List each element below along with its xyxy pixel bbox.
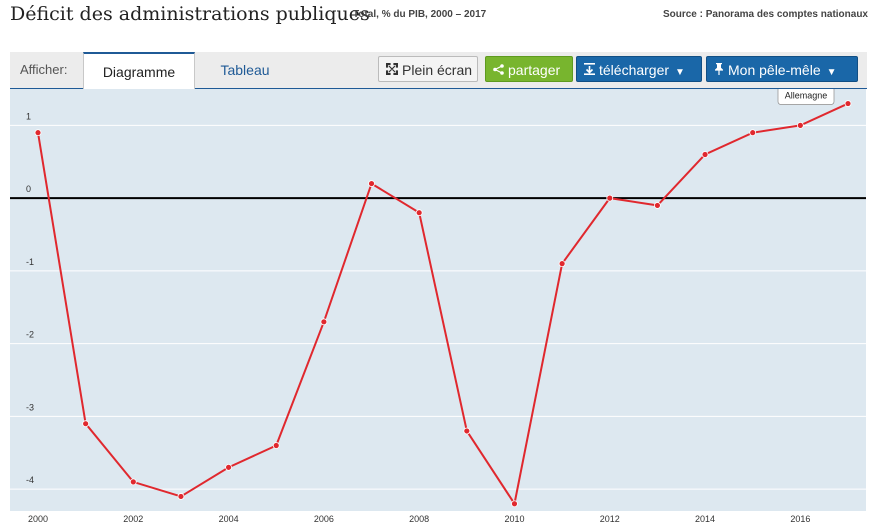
tab-chart[interactable]: Diagramme bbox=[83, 52, 195, 89]
expand-icon bbox=[385, 57, 399, 83]
data-point bbox=[225, 463, 232, 471]
x-tick-label: 2010 bbox=[504, 514, 524, 524]
x-tick-label: 2000 bbox=[28, 514, 48, 524]
tooltip-box bbox=[777, 89, 835, 105]
data-point bbox=[34, 129, 42, 137]
x-tick-label: 2002 bbox=[123, 514, 143, 524]
data-point bbox=[606, 194, 614, 202]
data-point bbox=[511, 500, 518, 508]
tooltip-label: Allemagne bbox=[785, 91, 828, 101]
x-tick-label: 2014 bbox=[695, 514, 715, 524]
download-label: télécharger bbox=[599, 62, 670, 78]
x-tick-label: 2012 bbox=[600, 514, 620, 524]
y-tick-label: 1 bbox=[26, 111, 31, 121]
y-tick-label: -4 bbox=[26, 475, 34, 485]
data-point bbox=[749, 129, 757, 137]
data-point bbox=[320, 318, 328, 326]
y-tick-label: -1 bbox=[26, 257, 34, 267]
y-axis-ticks: 1 0 -1 -2 -3 -4 bbox=[26, 111, 34, 485]
data-point bbox=[415, 209, 423, 217]
tab-table[interactable]: Tableau bbox=[220, 62, 270, 78]
y-tick-label: -3 bbox=[26, 402, 34, 412]
source-note: Source : Panorama des comptes nationaux bbox=[662, 9, 868, 20]
tooltip: Allemagne bbox=[777, 89, 835, 105]
share-button[interactable]: partager bbox=[485, 56, 573, 82]
page-title: Déficit des administrations publiques bbox=[10, 3, 370, 25]
download-button[interactable]: télécharger ▼ bbox=[576, 56, 702, 82]
display-label: Afficher: bbox=[20, 62, 68, 77]
view-toolbar: Afficher: Diagramme Tableau Plein écran … bbox=[10, 52, 867, 89]
data-point bbox=[272, 442, 280, 449]
data-point bbox=[844, 100, 852, 107]
data-point bbox=[558, 260, 566, 268]
x-tick-label: 2016 bbox=[790, 514, 810, 524]
share-icon bbox=[493, 57, 504, 83]
y-tick-label: 0 bbox=[26, 184, 31, 194]
data-point bbox=[368, 180, 375, 187]
data-point bbox=[129, 478, 137, 486]
data-point bbox=[701, 151, 709, 158]
line-chart: 10-1-2-3-4 2000 2002 2004 2006 2008 2010 2012 2… bbox=[10, 89, 866, 524]
x-tick-label: 2008 bbox=[409, 514, 429, 524]
fullscreen-label: Plein écran bbox=[402, 62, 473, 78]
gridlines bbox=[10, 124, 866, 490]
y-tick-label: -2 bbox=[26, 330, 34, 340]
page-subtitle: Total, % du PIB, 2000 – 2017 bbox=[353, 9, 487, 20]
my-page-button[interactable]: Mon pêle-mêle ▼ bbox=[706, 56, 858, 82]
series-group bbox=[34, 100, 852, 508]
data-point bbox=[463, 427, 471, 435]
data-point bbox=[654, 202, 661, 209]
fullscreen-button[interactable]: Plein écran bbox=[378, 56, 478, 82]
data-point bbox=[177, 493, 185, 500]
share-label: partager bbox=[508, 62, 561, 78]
x-axis-ticks: 2000 2002 2004 2006 2008 2010 2012 2014 2016 bbox=[28, 514, 810, 524]
x-tick-label: 2004 bbox=[219, 514, 239, 524]
x-tick-label: 2006 bbox=[314, 514, 334, 524]
caret-down-icon: ▼ bbox=[675, 67, 685, 78]
data-point bbox=[82, 420, 90, 428]
caret-down-icon: ▼ bbox=[826, 67, 837, 78]
download-icon bbox=[584, 57, 595, 83]
my-page-label: Mon pêle-mêle bbox=[728, 62, 821, 78]
pin-icon bbox=[714, 57, 724, 83]
data-point bbox=[796, 121, 804, 129]
series-line bbox=[37, 102, 849, 507]
chart-header: Déficit des administrations publiques To… bbox=[0, 0, 878, 40]
